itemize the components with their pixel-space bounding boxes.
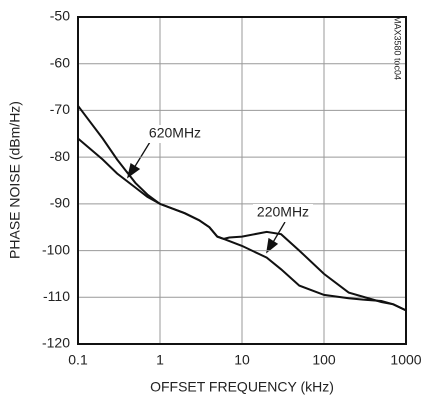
x-tick-label: 1000	[390, 352, 421, 368]
y-tick-label: -80	[50, 148, 70, 164]
series-label: 220MHz	[257, 204, 309, 220]
plot-frame	[77, 16, 407, 345]
x-tick-label: 10	[234, 352, 250, 368]
y-tick-label: -120	[42, 335, 70, 351]
y-tick-label: -50	[50, 8, 70, 24]
x-tick-label: 1	[156, 352, 164, 368]
y-tick-label: -60	[50, 54, 70, 70]
label-bg	[253, 204, 313, 222]
x-tick-label: 0.1	[68, 352, 88, 368]
series-label: 620MHz	[149, 125, 201, 141]
label-bg	[145, 125, 205, 143]
y-tick-label: -100	[42, 241, 70, 257]
y-tick-label: -110	[43, 288, 70, 304]
line-series	[77, 137, 407, 312]
arrow	[133, 141, 151, 169]
x-axis-label: OFFSET FREQUENCY (kHz)	[150, 379, 334, 395]
y-tick-label: -90	[50, 195, 70, 211]
y-tick-label: -70	[50, 101, 70, 117]
side-note: MAX3580 toc04	[393, 16, 403, 80]
arrow-head	[126, 162, 141, 179]
annotation-arrows	[126, 141, 286, 254]
x-tick-label: 100	[312, 352, 336, 368]
arrow-head	[266, 237, 279, 254]
y-axis-label: PHASE NOISE (dBm/Hz)	[7, 101, 23, 259]
